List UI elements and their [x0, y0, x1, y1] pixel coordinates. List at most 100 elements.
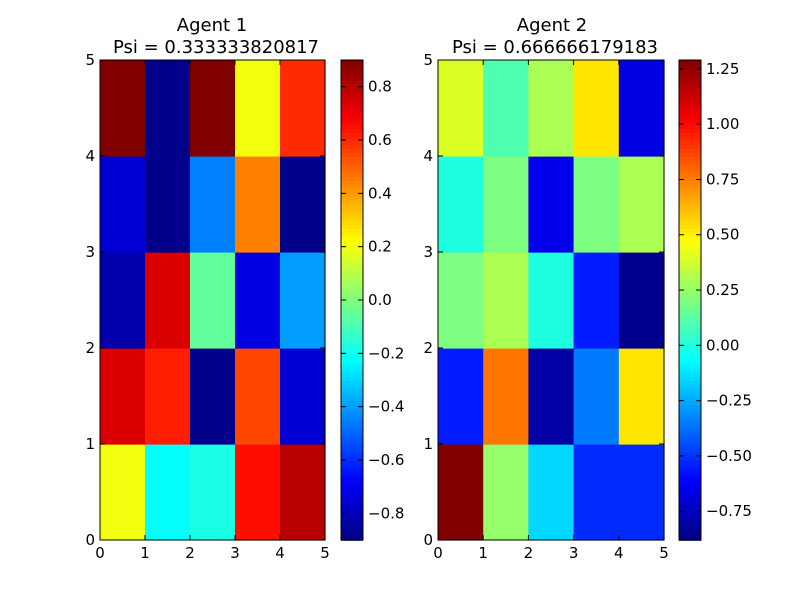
- heatmap-cell: [280, 348, 326, 445]
- colorbar-strip: [341, 332, 363, 337]
- colorbar-strip: [341, 536, 363, 541]
- colorbar-strip: [341, 204, 363, 209]
- colorbar-strip: [341, 364, 363, 369]
- heatmap-cell: [573, 252, 620, 349]
- heatmap-cell: [235, 60, 281, 157]
- heatmap-cell: [528, 156, 575, 253]
- heatmap-cell: [235, 252, 281, 349]
- colorbar-strip: [341, 252, 363, 257]
- x-tick-label: 3: [230, 544, 240, 562]
- colorbar-strip: [341, 356, 363, 361]
- colorbar-strip: [679, 332, 701, 337]
- colorbar-strip: [679, 408, 701, 413]
- colorbar-strip: [679, 376, 701, 381]
- colorbar-strip: [341, 84, 363, 89]
- colorbar-strip: [341, 520, 363, 525]
- colorbar-strip: [341, 268, 363, 273]
- colorbar-strip: [679, 452, 701, 457]
- colorbar-strip: [341, 456, 363, 461]
- colorbar-strip: [341, 508, 363, 513]
- colorbar-strip: [341, 192, 363, 197]
- heatmap-cell: [438, 60, 484, 157]
- colorbar-strip: [679, 72, 701, 77]
- colorbar: 0.8 0.6 0.4 0.2 0.0 −0.2 −0.4 −0.6 −0.8: [340, 59, 404, 541]
- colorbar-strip: [679, 68, 701, 73]
- colorbar-strip: [341, 284, 363, 289]
- colorbar-strip: [341, 156, 363, 161]
- colorbar-tick-label: 0.6: [368, 131, 392, 149]
- heatmap-cell: [573, 444, 620, 541]
- x-tick-label: 1: [140, 544, 150, 562]
- y-tick-label: 4: [85, 147, 95, 165]
- heatmap-cell: [528, 252, 575, 349]
- y-tick-label: 4: [423, 147, 433, 165]
- colorbar-strip: [679, 532, 701, 537]
- plot-frame: [99, 59, 326, 541]
- colorbar-strip: [679, 368, 701, 373]
- colorbar-strip: [679, 520, 701, 525]
- colorbar-strip: [679, 340, 701, 345]
- x-tick-label: 5: [320, 544, 330, 562]
- colorbar-strip: [679, 476, 701, 481]
- colorbar-strip: [341, 232, 363, 237]
- colorbar-strip: [341, 248, 363, 253]
- chart-title: Agent 1: [177, 15, 247, 36]
- colorbar-strip: [679, 512, 701, 517]
- heatmap-cell: [618, 156, 665, 253]
- colorbar-tick-label: −0.50: [706, 447, 752, 465]
- colorbar-strip: [679, 276, 701, 281]
- colorbar-strip: [679, 208, 701, 213]
- colorbar-strip: [679, 508, 701, 513]
- colorbar-tick-label: −0.8: [368, 504, 404, 522]
- colorbar-strip: [341, 308, 363, 313]
- colorbar-strip: [679, 480, 701, 485]
- colorbar-strip: [341, 272, 363, 277]
- colorbar-strip: [679, 156, 701, 161]
- colorbar-strip: [341, 168, 363, 173]
- colorbar-strip: [679, 232, 701, 237]
- colorbar-strip: [341, 256, 363, 261]
- colorbar-strip: [679, 472, 701, 477]
- colorbar-strip: [341, 216, 363, 221]
- colorbar-strip: [341, 180, 363, 185]
- colorbar-strip: [341, 404, 363, 409]
- colorbar-strip: [679, 404, 701, 409]
- colorbar-strip: [341, 292, 363, 297]
- colorbar-strip: [679, 224, 701, 229]
- heatmap-cell: [528, 348, 575, 445]
- colorbar-strip: [341, 324, 363, 329]
- heatmap-cell: [280, 252, 326, 349]
- colorbar-strip: [679, 176, 701, 181]
- colorbar-strip: [341, 96, 363, 101]
- colorbar-strip: [341, 492, 363, 497]
- colorbar-strip: [341, 424, 363, 429]
- colorbar-tick-label: 0.2: [368, 238, 392, 256]
- y-tick-label: 2: [85, 339, 95, 357]
- colorbar-tick-label: 0.00: [706, 336, 739, 354]
- colorbar-strip: [341, 316, 363, 321]
- heatmap-cell: [100, 444, 146, 541]
- colorbar-strip: [679, 216, 701, 221]
- colorbar-strip: [341, 100, 363, 105]
- colorbar-strip: [341, 68, 363, 73]
- y-tick-label: 5: [423, 51, 433, 69]
- colorbar-strip: [341, 148, 363, 153]
- colorbar-strip: [679, 292, 701, 297]
- colorbar-strip: [341, 124, 363, 129]
- y-axis-ticks: 0 1 2 3 4 5: [423, 51, 664, 549]
- colorbar-strip: [679, 284, 701, 289]
- colorbar-strip: [679, 440, 701, 445]
- colorbar-tick-label: 0.0: [368, 291, 392, 309]
- heatmap-cell: [190, 252, 236, 349]
- colorbar-strip: [679, 88, 701, 93]
- heatmap-cell: [438, 348, 484, 445]
- heatmap-cell: [280, 156, 326, 253]
- colorbar-tick-label: 0.50: [706, 226, 739, 244]
- colorbar-strip: [341, 428, 363, 433]
- colorbar-strip: [679, 212, 701, 217]
- x-tick-label: 0: [95, 544, 105, 562]
- colorbar-strip: [341, 80, 363, 85]
- colorbar-strip: [679, 280, 701, 285]
- colorbar-strip: [679, 424, 701, 429]
- colorbar-strip: [679, 436, 701, 441]
